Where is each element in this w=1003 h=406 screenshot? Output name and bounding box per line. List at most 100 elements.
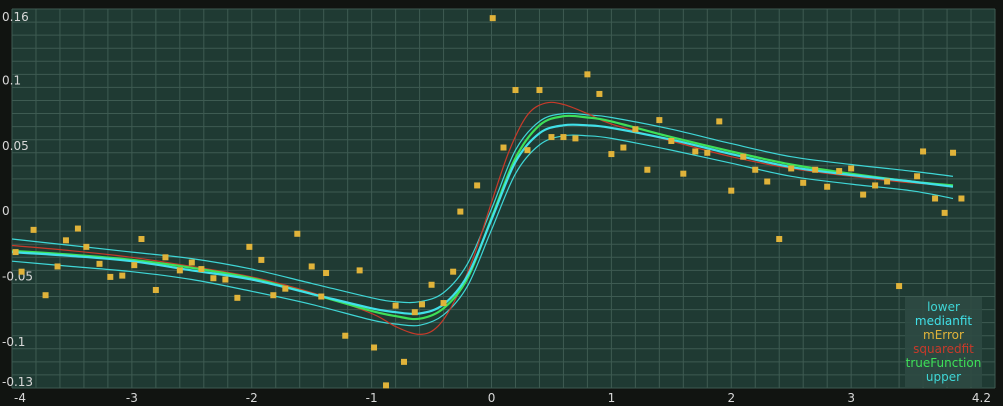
legend-box — [905, 297, 982, 387]
data-point — [620, 144, 627, 151]
data-point — [392, 302, 399, 309]
data-point — [418, 301, 425, 308]
data-point — [294, 230, 301, 237]
data-point — [958, 195, 965, 202]
data-point — [188, 259, 195, 266]
x-tick-label: 4.2 — [972, 391, 991, 405]
series-line-squaredfit — [11, 101, 954, 336]
data-point — [656, 117, 663, 124]
series-line-upper — [11, 112, 954, 304]
data-point — [371, 344, 378, 351]
data-point — [308, 263, 315, 270]
data-point — [162, 254, 169, 261]
x-tick-label: -4 — [14, 391, 26, 405]
data-point — [728, 187, 735, 194]
data-point — [500, 144, 507, 151]
y-axis-ticks: -0.13 -0.1 -0.05 0 0.05 0.1 0.16 — [2, 10, 33, 389]
legend-entry: mError — [923, 328, 964, 342]
data-point — [740, 153, 747, 160]
data-point — [872, 182, 879, 189]
y-tick-label: 0 — [2, 204, 10, 218]
data-point — [860, 191, 867, 198]
data-point — [138, 236, 145, 243]
grid — [11, 8, 996, 389]
data-point — [234, 294, 241, 301]
data-point — [411, 309, 418, 316]
data-point — [323, 269, 330, 276]
data-point — [54, 263, 61, 270]
data-point — [119, 272, 126, 279]
y-tick-label: 0.05 — [2, 139, 29, 153]
data-point — [704, 149, 711, 156]
data-point — [896, 283, 903, 290]
data-point — [752, 166, 759, 173]
data-point — [457, 208, 464, 215]
data-point — [524, 147, 531, 154]
data-point — [342, 332, 349, 339]
data-point — [428, 281, 435, 288]
y-tick-label: -0.05 — [2, 269, 33, 283]
data-point — [680, 170, 687, 177]
x-tick-label: 1 — [608, 391, 616, 405]
data-point — [210, 275, 217, 282]
x-tick-label: -3 — [126, 391, 138, 405]
y-tick-label: 0.1 — [2, 73, 21, 87]
data-point — [668, 137, 675, 144]
data-point — [914, 173, 921, 180]
data-point — [764, 178, 771, 185]
x-tick-label: -2 — [246, 391, 258, 405]
legend-entry: squaredfit — [913, 342, 974, 356]
data-point — [474, 182, 481, 189]
legend-entry: medianfit — [915, 314, 973, 328]
data-point — [42, 292, 49, 299]
data-point — [932, 195, 939, 202]
data-point — [836, 168, 843, 175]
data-point — [74, 225, 81, 232]
data-point — [920, 148, 927, 155]
legend-entry: lower — [927, 300, 960, 314]
data-point — [848, 165, 855, 172]
data-point — [30, 226, 37, 233]
series-points — [12, 15, 965, 389]
data-point — [644, 166, 651, 173]
data-point — [608, 151, 615, 158]
data-point — [512, 87, 519, 94]
data-point — [536, 87, 543, 94]
y-tick-label: -0.1 — [2, 335, 25, 349]
series-line-medianfit — [11, 123, 954, 316]
legend-entry: trueFunction — [906, 356, 982, 370]
data-point — [489, 15, 496, 22]
data-point — [356, 267, 363, 274]
x-tick-label: 3 — [847, 391, 855, 405]
x-tick-label: -1 — [366, 391, 378, 405]
data-point — [152, 286, 159, 293]
data-point — [246, 243, 253, 250]
series-line-lower — [11, 134, 954, 327]
legend-entry: upper — [926, 370, 961, 384]
data-point — [632, 126, 639, 133]
data-point — [18, 268, 25, 275]
y-tick-label: -0.13 — [2, 375, 33, 389]
data-point — [176, 267, 183, 274]
data-point — [584, 71, 591, 78]
data-point — [401, 358, 408, 365]
data-point — [107, 273, 114, 280]
data-point — [950, 149, 957, 156]
data-point — [788, 165, 795, 172]
y-tick-label: 0.16 — [2, 10, 29, 24]
x-tick-label: 0 — [488, 391, 496, 405]
data-point — [450, 268, 457, 275]
data-point — [198, 266, 205, 273]
data-point — [12, 249, 19, 256]
data-point — [716, 118, 723, 125]
data-point — [941, 209, 948, 216]
data-point — [131, 262, 138, 269]
data-point — [62, 237, 69, 244]
data-point — [560, 134, 567, 141]
data-point — [258, 256, 265, 263]
data-point — [884, 178, 891, 185]
data-point — [318, 293, 325, 300]
data-point — [812, 166, 819, 173]
data-point — [548, 134, 555, 141]
